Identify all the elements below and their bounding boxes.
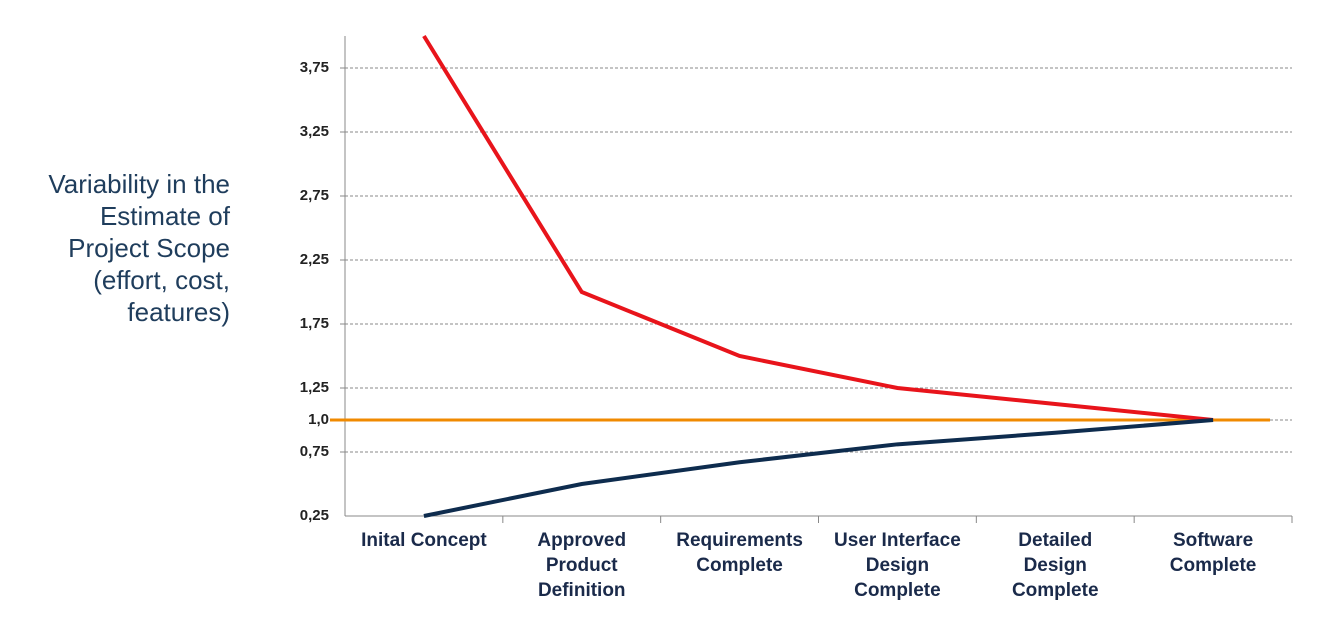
y-tick-label: 2,75 — [300, 187, 329, 204]
y-tick-label: 3,25 — [300, 123, 329, 140]
x-tick-label: Inital Concept — [361, 530, 487, 551]
x-tick-label: Requirements Complete — [676, 530, 803, 576]
x-tick-label: Detailed Design Complete — [1011, 530, 1099, 601]
series-line — [422, 34, 1214, 422]
x-tick-label: Approved Product Definition — [537, 530, 627, 601]
y-axis-label: Variability in the Estimate of Project S… — [48, 169, 230, 327]
x-tick-label: Software Complete — [1169, 530, 1257, 576]
y-tick-label: 3,75 — [300, 59, 329, 76]
y-tick-label: 0,75 — [300, 443, 329, 460]
y-tick-label: 2,25 — [300, 251, 329, 268]
x-tick-label: User Interface Design Complete — [834, 530, 961, 601]
y-tick-label: 1,75 — [300, 315, 329, 332]
series-line — [423, 418, 1214, 518]
y-tick-label: 0,25 — [300, 507, 329, 524]
y-tick-label: 1,0 — [308, 411, 329, 428]
y-tick-label: 1,25 — [300, 379, 329, 396]
